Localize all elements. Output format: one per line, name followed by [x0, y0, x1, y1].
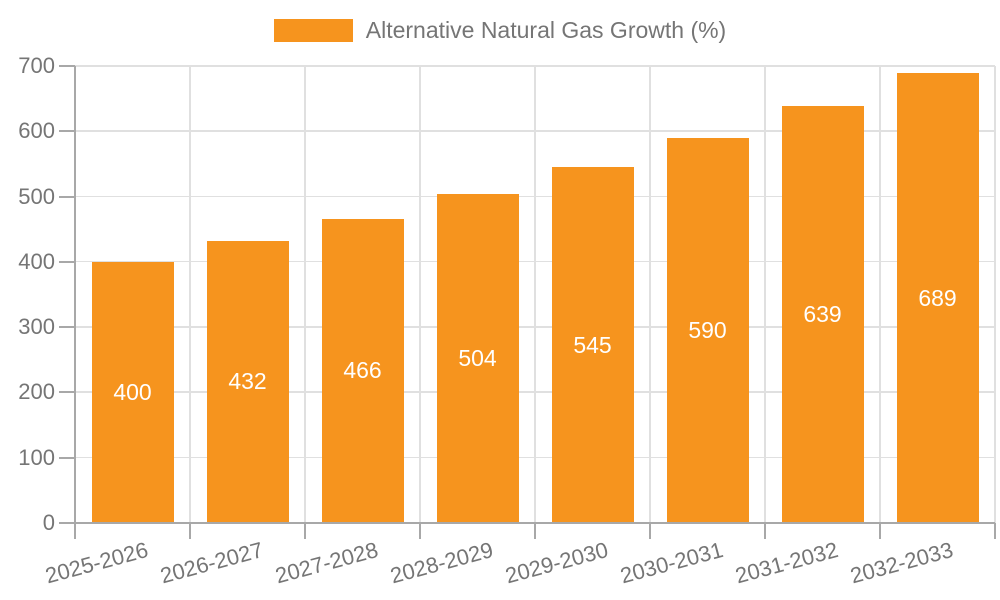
y-tick [59, 195, 75, 198]
bar-value-label: 400 [113, 378, 152, 405]
bar[interactable]: 689 [896, 73, 979, 523]
x-tick [764, 523, 766, 539]
y-tick [59, 260, 75, 263]
y-axis-tick-label: 300 [18, 314, 55, 340]
x-axis-tick-label: 2030-2031 [617, 537, 726, 589]
x-tick [649, 523, 651, 539]
y-axis-line [74, 66, 76, 523]
y-axis-tick-label: 200 [18, 379, 55, 405]
x-axis-tick-label: 2031-2032 [732, 537, 841, 589]
y-axis-tick-label: 500 [18, 183, 55, 209]
y-tick [59, 326, 75, 329]
bar-value-label: 504 [458, 344, 497, 371]
bar[interactable]: 432 [206, 240, 289, 523]
bar[interactable]: 466 [321, 218, 404, 523]
x-tick [534, 523, 536, 539]
gridline-v [534, 66, 536, 523]
x-tick [304, 523, 306, 539]
gridline-v [764, 66, 766, 523]
gridline-v [189, 66, 191, 523]
bar[interactable]: 545 [551, 167, 634, 523]
bar[interactable]: 400 [91, 261, 174, 523]
legend-label: Alternative Natural Gas Growth (%) [365, 17, 727, 43]
x-tick [419, 523, 421, 539]
y-axis-tick-label: 600 [18, 118, 55, 144]
x-axis-tick-label: 2029-2030 [502, 537, 611, 589]
y-tick [59, 456, 75, 459]
x-tick [879, 523, 881, 539]
bar-value-label: 432 [228, 368, 267, 395]
bar-value-label: 590 [688, 316, 727, 343]
y-tick [59, 522, 75, 524]
x-tick [189, 523, 191, 539]
y-tick [59, 65, 75, 67]
y-tick [59, 130, 75, 133]
y-axis-tick-label: 400 [18, 248, 55, 274]
bar-value-label: 466 [343, 357, 382, 384]
gridline-v [994, 66, 996, 523]
bar-value-label: 639 [803, 300, 842, 327]
bar[interactable]: 504 [436, 193, 519, 523]
bar-value-label: 689 [918, 284, 957, 311]
legend[interactable]: Alternative Natural Gas Growth (%) [0, 17, 1000, 44]
gridline-v [419, 66, 421, 523]
bar[interactable]: 590 [666, 137, 749, 523]
y-axis-tick-label: 100 [18, 444, 55, 470]
gridline-h [75, 65, 995, 67]
legend-swatch [273, 19, 353, 42]
y-axis-tick-label: 700 [18, 53, 55, 78]
y-tick [59, 391, 75, 394]
gridline-v [649, 66, 651, 523]
bar[interactable]: 639 [781, 105, 864, 523]
gridline-v [879, 66, 881, 523]
bar-value-label: 545 [573, 331, 612, 358]
y-axis-tick-label: 0 [42, 510, 55, 535]
x-axis-tick-label: 2032-2033 [847, 537, 956, 589]
x-tick [74, 523, 76, 539]
gridline-v [304, 66, 306, 523]
x-tick [994, 523, 996, 539]
x-axis-tick-label: 2027-2028 [272, 537, 381, 589]
x-axis-tick-label: 2028-2029 [387, 537, 496, 589]
x-axis-tick-label: 2025-2026 [42, 537, 151, 589]
x-axis-tick-label: 2026-2027 [157, 537, 266, 589]
